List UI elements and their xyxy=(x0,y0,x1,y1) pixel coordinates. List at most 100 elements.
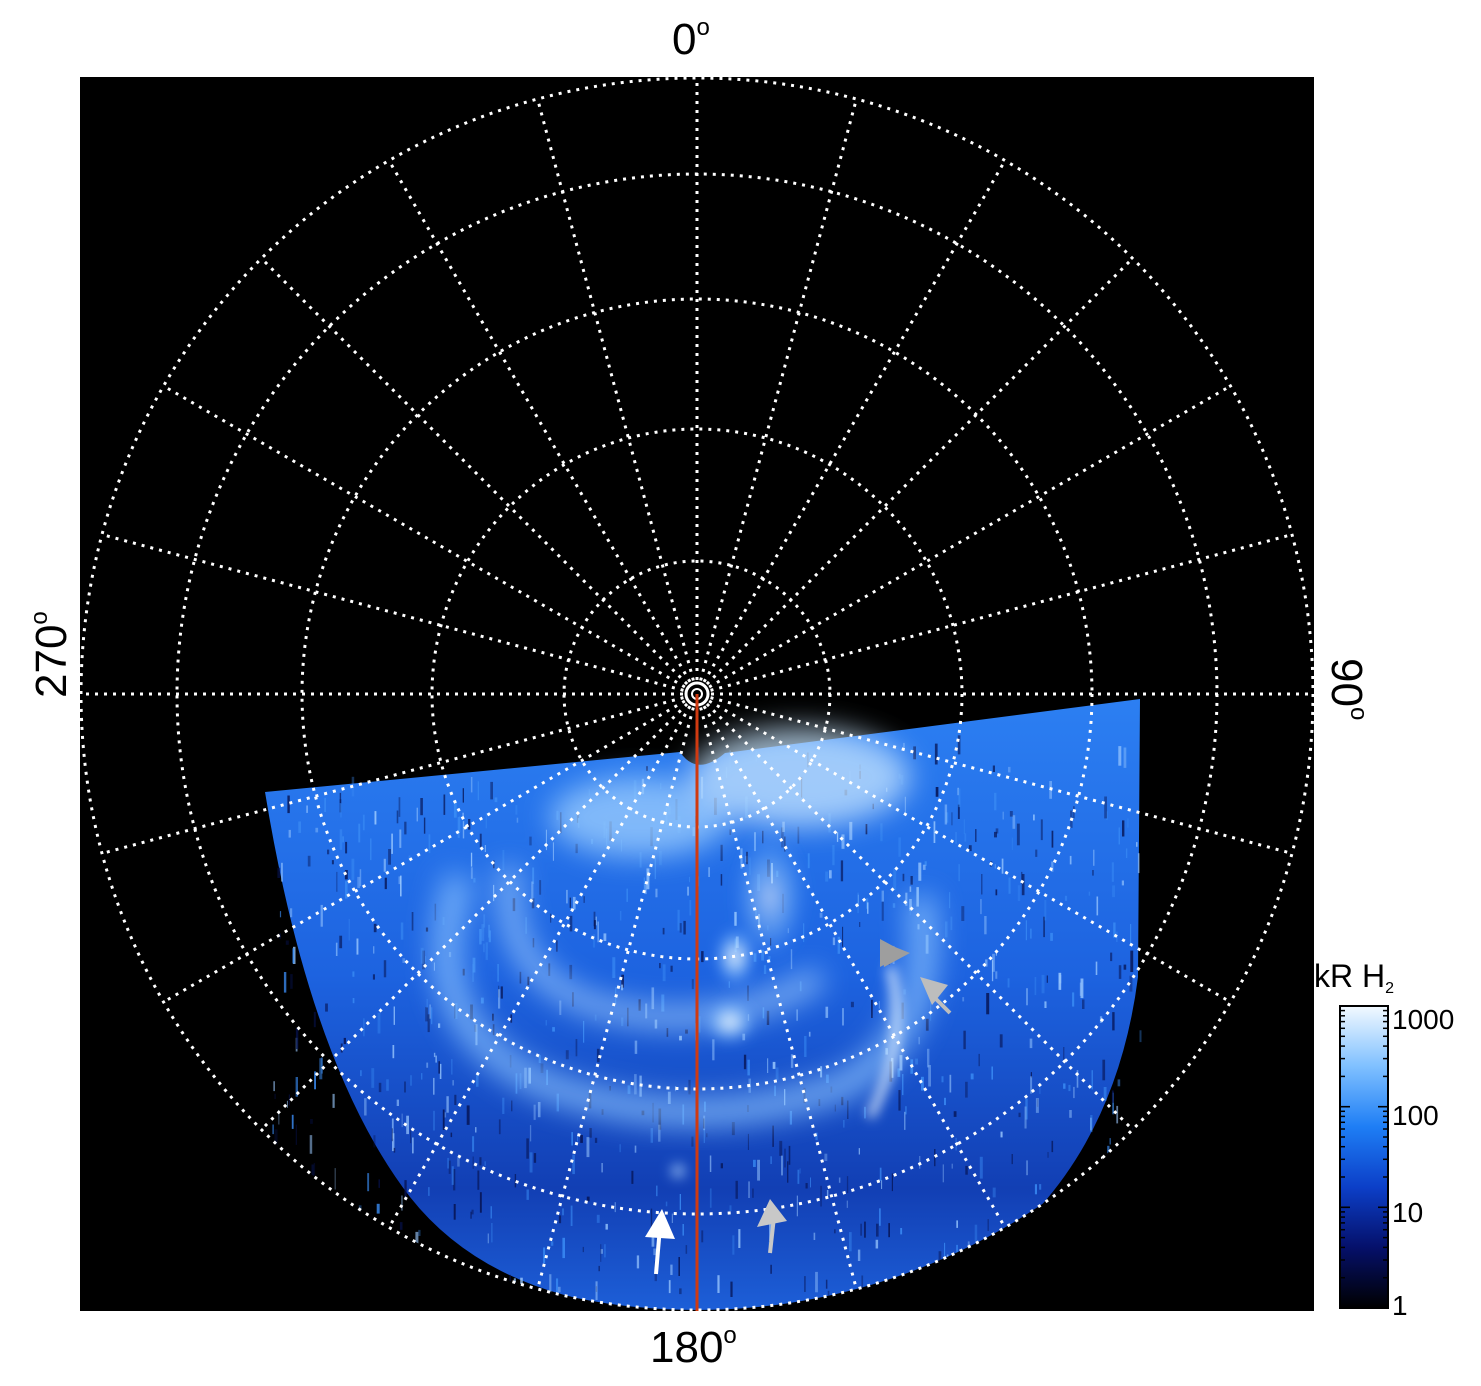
noise-streak xyxy=(487,1233,489,1244)
noise-streak xyxy=(799,1168,801,1174)
noise-streak xyxy=(1112,1092,1114,1115)
noise-streak xyxy=(310,1119,313,1124)
noise-streak xyxy=(683,920,686,935)
noise-streak xyxy=(1041,974,1045,994)
noise-streak xyxy=(529,1152,533,1173)
noise-streak xyxy=(497,964,499,982)
colorbar-tick-1000: 1000 xyxy=(1392,1004,1455,1035)
noise-streak xyxy=(421,1073,423,1080)
noise-streak xyxy=(279,911,282,918)
noise-streak xyxy=(1039,1087,1041,1094)
noise-streak xyxy=(951,812,953,826)
noise-streak xyxy=(913,746,916,760)
noise-streak xyxy=(575,843,578,854)
arrow-grey-bottom-icon xyxy=(757,1199,787,1254)
noise-streak xyxy=(1030,1072,1032,1078)
noise-streak xyxy=(386,1079,389,1091)
noise-streak xyxy=(1090,1115,1093,1133)
noise-streak xyxy=(1017,885,1021,901)
noise-streak xyxy=(433,1077,435,1095)
noise-streak xyxy=(543,1247,546,1264)
noise-streak xyxy=(639,852,642,868)
noise-streak xyxy=(453,800,457,818)
noise-streak xyxy=(426,998,428,1008)
noise-streak xyxy=(682,1224,684,1236)
noise-streak xyxy=(373,946,375,954)
noise-streak xyxy=(1113,922,1116,938)
noise-streak xyxy=(980,899,982,915)
noise-streak xyxy=(902,873,905,882)
noise-streak xyxy=(1063,1047,1065,1060)
longitude-line xyxy=(162,384,686,689)
noise-streak xyxy=(747,1059,750,1076)
noise-streak xyxy=(1043,1002,1046,1008)
lat-lon-grid xyxy=(80,77,1314,1311)
noise-streak xyxy=(552,1027,555,1032)
noise-streak xyxy=(531,881,534,903)
noise-streak xyxy=(706,1133,708,1138)
noise-streak xyxy=(319,1058,323,1080)
noise-streak xyxy=(443,794,446,815)
noise-streak xyxy=(453,1169,456,1191)
noise-streak xyxy=(987,1219,989,1231)
noise-streak xyxy=(636,1255,640,1269)
noise-streak xyxy=(320,904,323,927)
noise-streak xyxy=(949,892,951,909)
noise-streak xyxy=(290,974,293,989)
noise-streak xyxy=(634,1074,637,1095)
noise-streak xyxy=(752,1188,754,1198)
noise-streak xyxy=(473,877,476,883)
noise-streak xyxy=(1059,974,1062,984)
noise-streak xyxy=(1000,1131,1003,1138)
noise-streak xyxy=(396,1099,399,1106)
noise-streak xyxy=(775,1067,779,1080)
noise-streak xyxy=(575,1039,578,1057)
noise-streak xyxy=(903,742,905,751)
noise-streak xyxy=(483,914,486,928)
noise-streak xyxy=(577,1135,579,1142)
noise-streak xyxy=(829,870,832,879)
noise-streak xyxy=(662,964,666,982)
noise-streak xyxy=(1130,924,1132,946)
noise-streak xyxy=(401,1195,403,1211)
noise-streak xyxy=(1026,1160,1028,1176)
noise-streak xyxy=(1111,862,1114,882)
noise-streak xyxy=(293,946,296,964)
noise-streak xyxy=(1029,1038,1033,1049)
noise-streak xyxy=(892,903,896,908)
noise-streak xyxy=(1129,975,1133,992)
noise-streak xyxy=(789,1110,792,1125)
noise-streak xyxy=(462,821,465,839)
noise-streak xyxy=(671,1213,673,1223)
noise-streak xyxy=(956,1220,958,1228)
noise-streak xyxy=(1044,900,1047,921)
noise-streak xyxy=(658,1124,661,1142)
noise-streak xyxy=(601,1163,603,1173)
noise-streak xyxy=(1117,1079,1121,1087)
noise-streak xyxy=(376,1203,380,1214)
noise-streak xyxy=(531,898,535,909)
noise-streak xyxy=(364,1098,367,1116)
noise-streak xyxy=(1139,1030,1142,1043)
noise-streak xyxy=(442,1109,445,1130)
noise-streak xyxy=(498,1119,501,1135)
noise-streak xyxy=(679,1194,681,1210)
noise-streak xyxy=(462,812,464,818)
noise-streak xyxy=(994,831,997,838)
noise-streak xyxy=(826,1190,829,1197)
noise-streak xyxy=(670,1264,673,1275)
noise-streak xyxy=(847,1100,849,1119)
noise-streak xyxy=(1030,928,1032,939)
noise-streak xyxy=(412,1137,414,1154)
noise-streak xyxy=(992,1187,996,1198)
noise-streak xyxy=(525,917,527,934)
noise-streak xyxy=(944,1097,946,1106)
noise-streak xyxy=(468,819,471,830)
noise-streak xyxy=(677,909,680,931)
noise-streak xyxy=(307,855,311,867)
noise-streak xyxy=(401,1113,403,1128)
noise-streak xyxy=(731,1122,735,1136)
noise-streak xyxy=(1082,999,1085,1009)
noise-streak xyxy=(849,1232,852,1252)
noise-streak xyxy=(1069,855,1072,865)
